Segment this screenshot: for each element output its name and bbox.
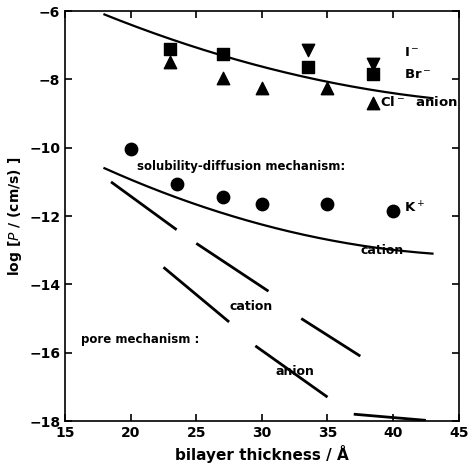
X-axis label: bilayer thickness / Å: bilayer thickness / Å <box>175 446 349 463</box>
Point <box>370 60 377 68</box>
Y-axis label: log [$\it{P}$ / (cm/s) ]: log [$\it{P}$ / (cm/s) ] <box>6 157 24 276</box>
Point <box>219 50 226 58</box>
Text: solubility-diffusion mechanism:: solubility-diffusion mechanism: <box>137 160 346 173</box>
Text: I$^-$: I$^-$ <box>403 45 419 59</box>
Point <box>166 45 174 53</box>
Point <box>127 146 135 153</box>
Point <box>166 59 174 66</box>
Text: K$^+$: K$^+$ <box>403 200 425 215</box>
Point <box>258 84 266 91</box>
Point <box>219 74 226 82</box>
Point <box>370 70 377 78</box>
Point <box>324 84 331 91</box>
Point <box>219 194 226 201</box>
Point <box>258 200 266 208</box>
Point <box>324 200 331 208</box>
Text: anion: anion <box>275 365 314 378</box>
Point <box>304 64 311 71</box>
Point <box>173 180 181 187</box>
Text: cation: cation <box>360 244 403 257</box>
Text: pore mechanism :: pore mechanism : <box>81 333 199 346</box>
Text: cation: cation <box>229 300 273 313</box>
Point <box>304 46 311 54</box>
Text: Cl$^-$  anion: Cl$^-$ anion <box>380 95 458 109</box>
Point <box>389 207 397 215</box>
Text: Br$^-$: Br$^-$ <box>403 68 431 81</box>
Point <box>370 99 377 107</box>
